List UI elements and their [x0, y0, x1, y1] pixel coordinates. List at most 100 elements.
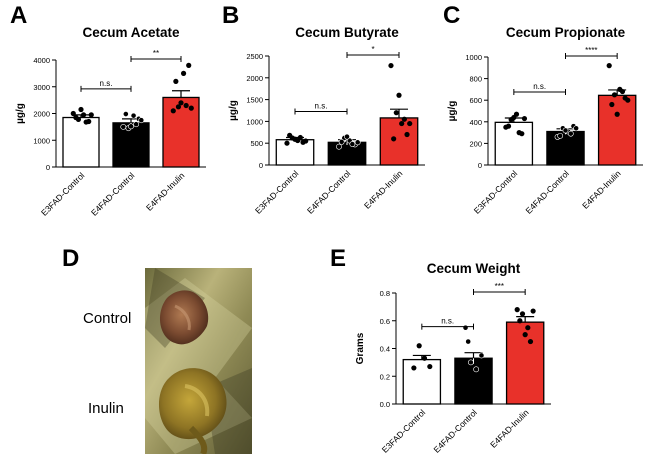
data-point-e4fad-inulin: [183, 102, 189, 109]
y-tick-label: 0.6: [380, 317, 390, 326]
significance-label: n.s.: [100, 79, 113, 88]
bar-e4fad-control: [454, 357, 493, 405]
data-point-e4fad-inulin: [175, 104, 182, 110]
bar-e4fad-control: [327, 141, 367, 166]
x-tick-label: E3FAD-Control: [472, 168, 520, 216]
significance-label: n.s.: [533, 82, 546, 91]
y-tick-label: 500: [250, 139, 263, 148]
data-point-e4fad-inulin: [401, 116, 407, 122]
data-point-e3fad-control: [284, 140, 290, 146]
panel-letter-b: B: [222, 2, 240, 29]
data-point-e4fad-control: [557, 132, 564, 139]
photo-label-control: Control: [83, 310, 132, 327]
data-point-e3fad-control: [80, 112, 87, 118]
data-point-e4fad-inulin: [180, 70, 187, 76]
bar-e3fad-control: [494, 121, 534, 166]
data-point-e4fad-control: [336, 143, 342, 150]
y-tick-label: 0: [478, 161, 482, 170]
data-point-e4fad-inulin: [388, 62, 394, 69]
significance-label: n.s.: [315, 102, 328, 111]
data-point-e4fad-inulin: [625, 97, 631, 103]
data-point-e3fad-control: [287, 132, 293, 138]
y-axis-label: µg/g: [15, 103, 26, 124]
data-point-e4fad-inulin: [519, 311, 526, 317]
chart-title: Cecum Weight: [427, 261, 521, 276]
data-point-e3fad-control: [78, 106, 84, 113]
y-tick-label: 3000: [33, 83, 50, 92]
panel-letter-d: D: [62, 245, 80, 272]
y-tick-label: 4000: [33, 56, 50, 65]
data-point-e3fad-control: [427, 363, 433, 370]
data-point-e4fad-control: [573, 125, 580, 132]
data-point-e3fad-control: [73, 114, 79, 121]
bar-e3fad-control: [402, 358, 442, 405]
y-tick-label: 0.0: [380, 400, 390, 409]
y-tick-label: 400: [469, 118, 482, 127]
y-tick-label: 0: [259, 161, 263, 170]
photo-label-inulin: Inulin: [88, 400, 124, 417]
chart-cecum-weight: Cecum Weight Grams 0.0 0.2 0.4 0.6 0.8 E3FAD-Co…: [355, 261, 551, 455]
y-axis-label: µg/g: [447, 101, 458, 122]
bar-e3fad-control: [275, 139, 315, 166]
data-point-e4fad-inulin: [393, 110, 399, 116]
data-point-e3fad-control: [292, 136, 298, 142]
cecum-photo: [145, 268, 252, 454]
significance-label: ***: [495, 282, 504, 291]
data-point-e4fad-inulin: [173, 78, 179, 84]
data-point-e4fad-control: [354, 139, 361, 146]
data-point-e4fad-inulin: [396, 92, 402, 98]
data-point-e4fad-control: [349, 141, 356, 147]
bar-e4fad-control: [546, 130, 585, 166]
data-point-e3fad-control: [88, 112, 94, 118]
bar-e4fad-inulin: [379, 117, 419, 166]
x-tick-label: E4FAD-Inulin: [362, 168, 405, 211]
significance-label: n.s.: [441, 317, 454, 326]
y-tick-label: 0: [46, 163, 50, 172]
x-tick-label: E4FAD-Inulin: [580, 168, 623, 211]
y-tick-label: 0.2: [380, 372, 390, 381]
data-point-e4fad-control: [133, 121, 140, 128]
y-axis-label: Grams: [355, 332, 366, 364]
panel-letter-a: A: [10, 2, 28, 29]
x-tick-label: E4FAD-Inulin: [488, 407, 531, 450]
data-point-e4fad-control: [128, 123, 134, 130]
x-tick-label: E3FAD-Control: [253, 168, 301, 216]
data-point-e3fad-control: [511, 114, 517, 121]
bar-e3fad-control: [62, 116, 100, 168]
y-tick-label: 2500: [246, 52, 263, 61]
data-point-e4fad-control: [567, 130, 574, 137]
data-point-e3fad-control: [297, 134, 303, 141]
data-point-e4fad-control: [130, 112, 137, 119]
data-point-e3fad-control: [83, 119, 89, 125]
data-point-e3fad-control: [521, 115, 528, 122]
data-point-e4fad-inulin: [407, 120, 413, 127]
y-tick-label: 800: [469, 75, 482, 84]
chart-cecum-butyrate: Cecum Butyrate µg/g 0 500 1000 1500 2000 2500 E3…: [228, 25, 425, 216]
chart-title: Cecum Acetate: [82, 25, 180, 40]
data-point-e4fad-inulin: [522, 332, 528, 338]
data-point-e3fad-control: [505, 123, 512, 129]
chart-title: Cecum Butyrate: [295, 25, 399, 40]
data-point-e4fad-control: [344, 133, 350, 140]
data-point-e4fad-control: [562, 127, 569, 134]
data-point-e4fad-inulin: [170, 108, 176, 114]
y-axis-label: µg/g: [228, 100, 239, 121]
data-point-e4fad-control: [122, 111, 129, 117]
data-point-e3fad-control: [421, 355, 428, 361]
x-tick-label: E4FAD-Control: [305, 168, 353, 216]
data-point-e3fad-control: [303, 138, 309, 144]
significance-label: *: [371, 45, 374, 54]
data-point-e3fad-control: [416, 343, 422, 349]
data-point-e3fad-control: [411, 365, 417, 371]
y-tick-label: 200: [469, 139, 482, 148]
panel-letter-c: C: [443, 2, 461, 29]
data-point-e4fad-control: [465, 338, 472, 345]
data-point-e4fad-control: [478, 352, 485, 359]
x-tick-label: E4FAD-Control: [89, 170, 137, 218]
y-tick-label: 2000: [246, 74, 263, 83]
data-point-e3fad-control: [516, 130, 522, 136]
y-tick-label: 2000: [33, 110, 50, 119]
data-point-e4fad-control: [338, 138, 345, 145]
x-tick-label: E3FAD-Control: [380, 407, 428, 455]
y-tick-label: 1500: [246, 96, 263, 105]
